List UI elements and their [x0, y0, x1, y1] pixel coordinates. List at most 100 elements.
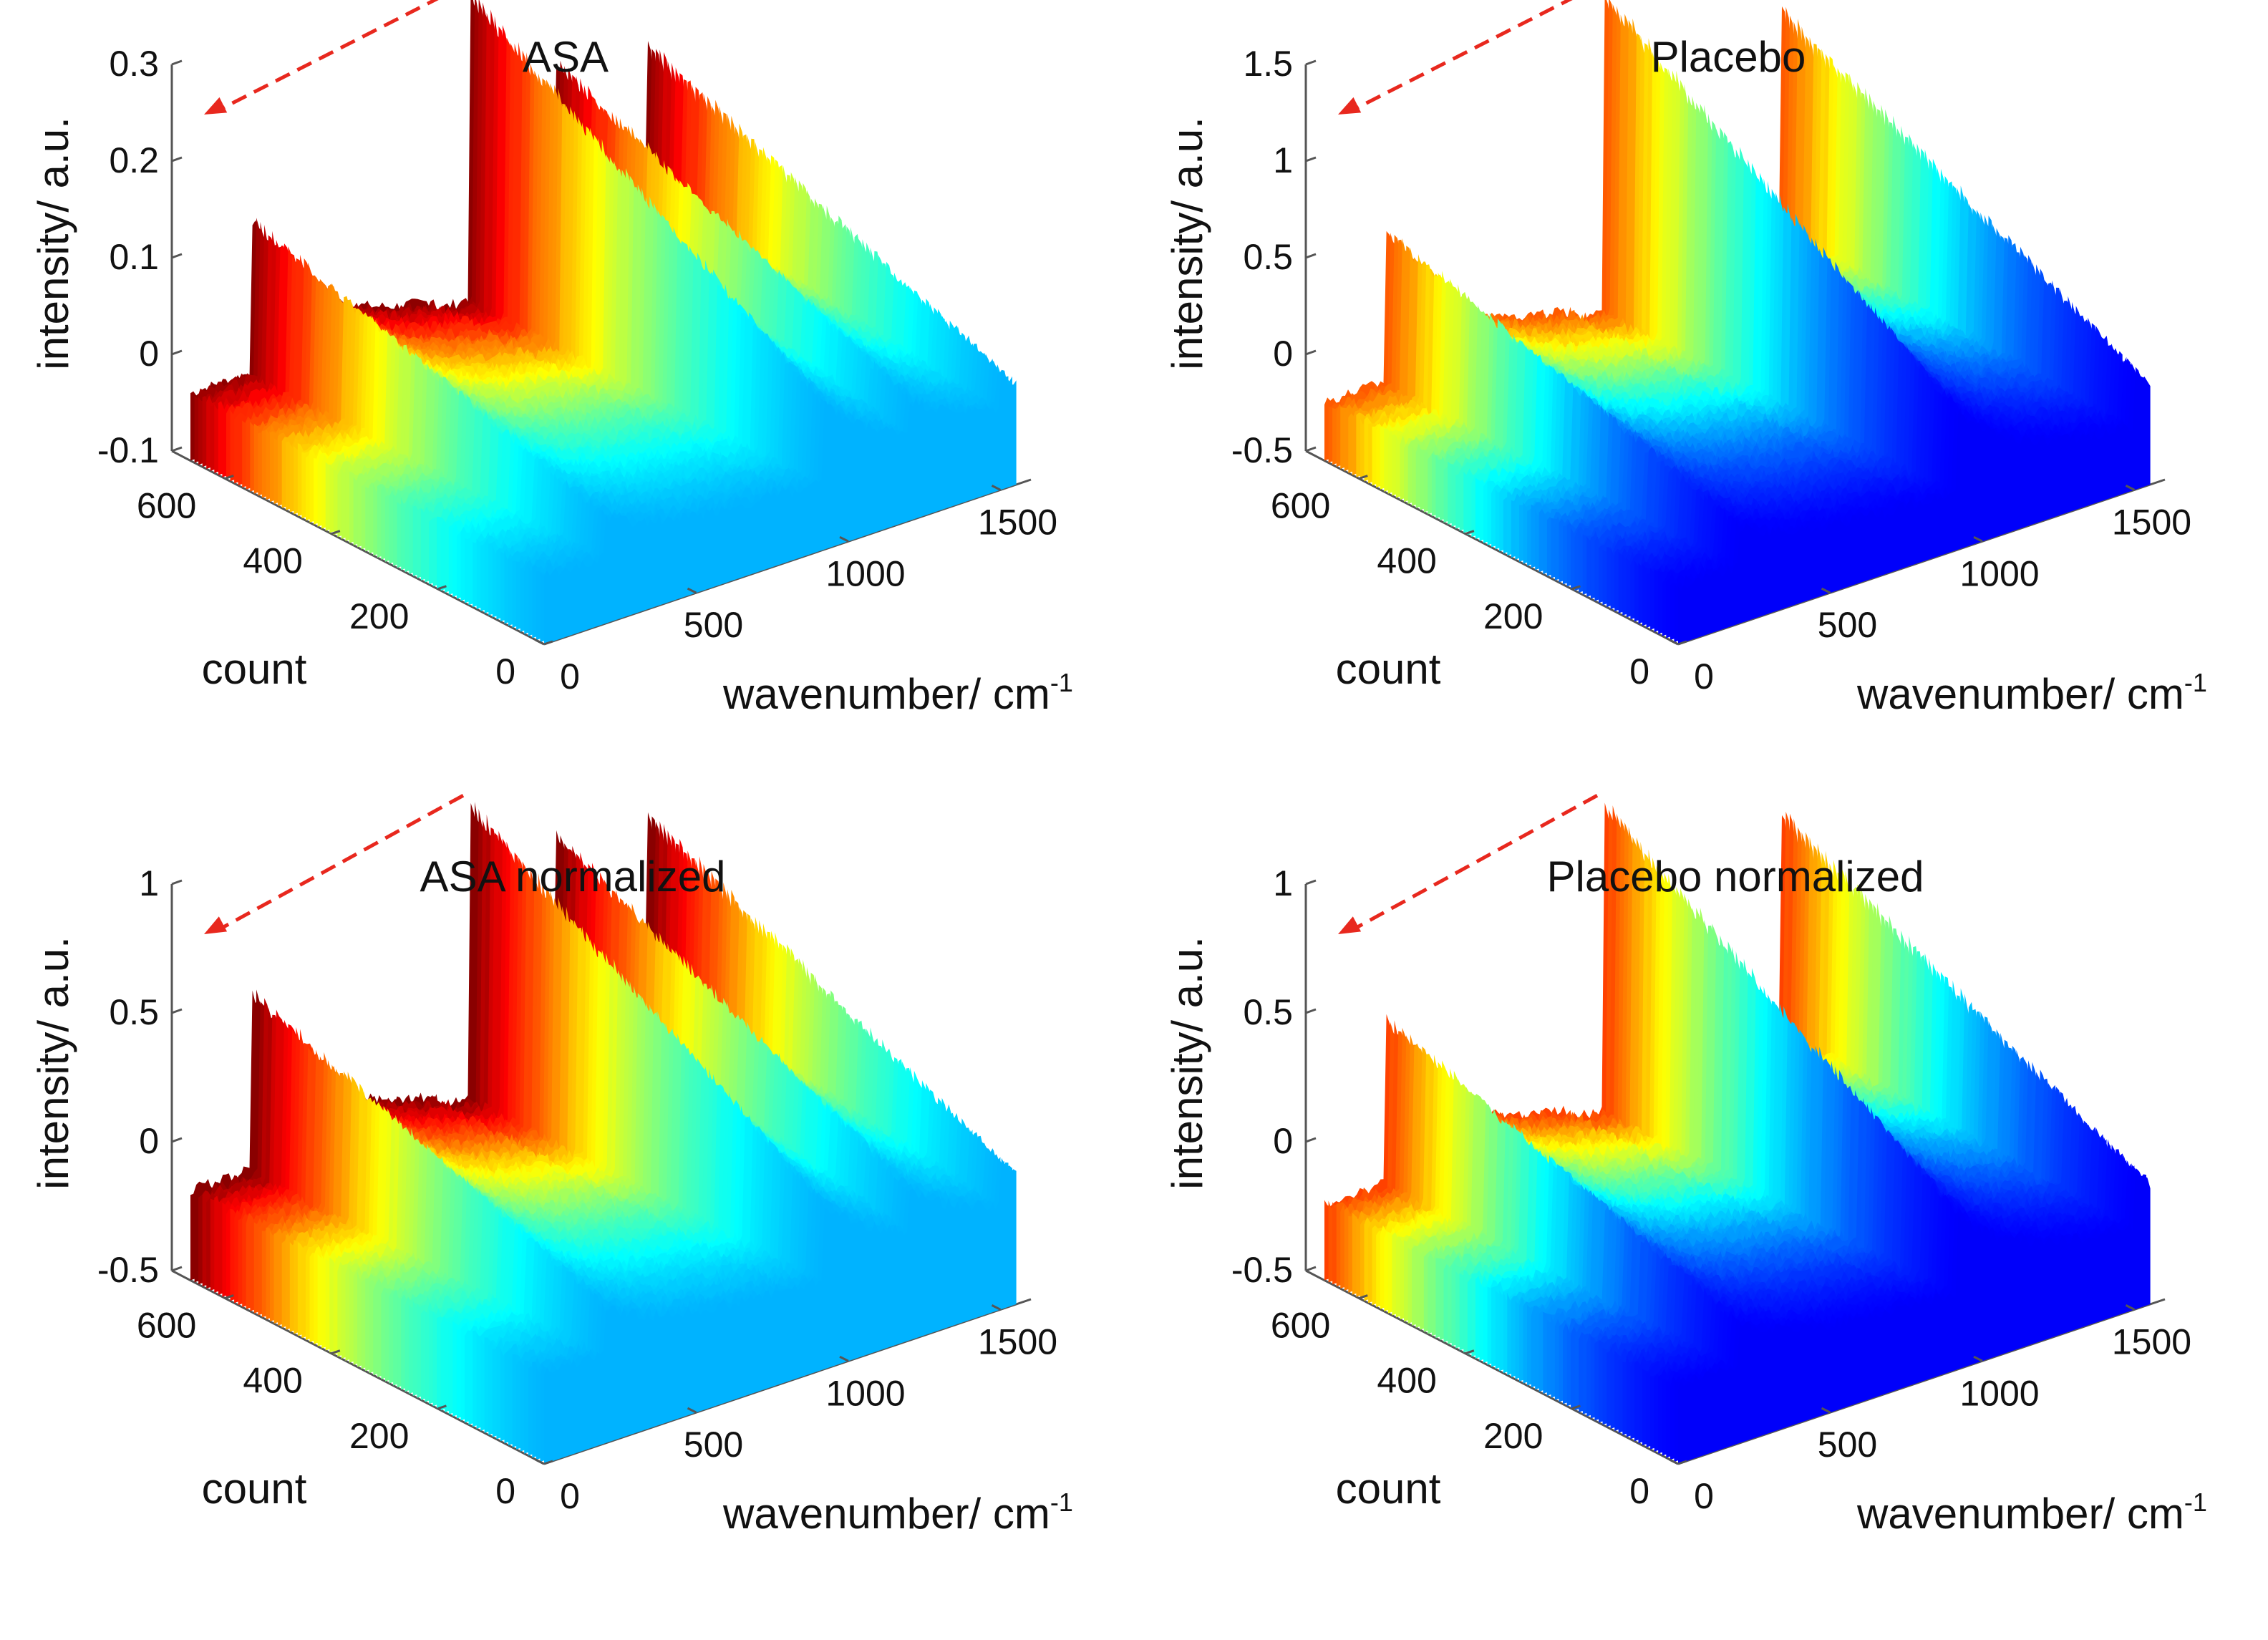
- z-tick-label: 1: [139, 863, 159, 903]
- count-tick-label: 400: [1377, 1361, 1436, 1401]
- z-tick-label: -0.5: [1231, 1250, 1293, 1290]
- panel-asa-normalized: 1 0.5 0 -0.5 0 200 400 600 0 500 1000 1500 ASA norma…: [0, 794, 1134, 1640]
- panel-placebo: 1.5 1 0.5 0 -0.5 0 200 400 600 0 500 1000 1500 Placeb…: [1134, 0, 2268, 820]
- wavenumber-tick-label: 1500: [2112, 502, 2191, 542]
- annotation-arrow: [1338, 0, 1573, 115]
- surface-ribbon: [1678, 1168, 2151, 1464]
- count-tick-mark: [1358, 1294, 1368, 1299]
- chart-title: ASA normalized: [420, 853, 726, 901]
- count-tick-mark: [224, 1294, 234, 1299]
- wavenumber-tick-label: 0: [1694, 1476, 1714, 1516]
- count-tick-mark: [331, 530, 341, 535]
- wavenumber-tick-label: 1000: [1959, 1373, 2039, 1413]
- count-axis-label: count: [202, 1465, 307, 1513]
- panel-asa: 0.3 0.2 0.1 0 -0.1 0 200 400 600 0 500 1000 1500 ASA i…: [0, 0, 1134, 820]
- annotation-arrow: [204, 0, 439, 115]
- count-tick-label: 400: [243, 1361, 302, 1401]
- chart-svg: 0.3 0.2 0.1 0 -0.1 0 200 400 600 0 500 1000 1500 ASA i…: [29, 0, 1073, 718]
- surface: [1324, 802, 2151, 1464]
- surface: [190, 802, 1017, 1464]
- chart-svg: 1 0.5 0 -0.5 0 200 400 600 0 500 1000 1500 Placebo n…: [1163, 794, 2207, 1538]
- z-tick-mark: [171, 1008, 183, 1014]
- z-tick-label: 0.3: [109, 44, 159, 84]
- count-tick-label: 200: [1483, 596, 1543, 636]
- z-tick-mark: [1305, 59, 1317, 66]
- wavenumber-axis-label: wavenumber/ cm-1: [722, 668, 1073, 718]
- wavenumber-tick-label: 1500: [978, 1321, 1057, 1362]
- z-tick-mark: [171, 253, 183, 259]
- count-tick-label: 0: [1629, 651, 1649, 692]
- count-tick-mark: [1465, 1349, 1475, 1355]
- z-tick-label: -0.5: [1231, 430, 1293, 470]
- z-axis-label: intensity/ a.u.: [29, 936, 77, 1190]
- wavenumber-axis-label: wavenumber/ cm-1: [1856, 668, 2207, 718]
- z-tick-label: 0: [1273, 1121, 1293, 1161]
- count-tick-mark: [1677, 640, 1687, 646]
- wavenumber-tick-mark: [535, 639, 545, 646]
- z-tick-mark: [171, 1266, 183, 1272]
- surface: [1324, 0, 2151, 644]
- wavenumber-tick-label: 1500: [2112, 1321, 2191, 1362]
- wavenumber-tick-mark: [839, 535, 849, 543]
- wavenumber-tick-mark: [2125, 1304, 2136, 1311]
- z-axis-label: intensity/ a.u.: [1163, 117, 1211, 370]
- z-tick-mark: [1305, 1266, 1317, 1272]
- count-tick-label: 0: [495, 651, 515, 692]
- z-tick-mark: [171, 59, 183, 66]
- count-tick-mark: [1358, 475, 1368, 480]
- wavenumber-tick-label: 1000: [825, 553, 905, 593]
- count-tick-label: 200: [349, 1416, 409, 1456]
- wavenumber-tick-label: 0: [560, 656, 580, 697]
- z-tick-mark: [1305, 349, 1317, 356]
- count-tick-mark: [1571, 585, 1581, 591]
- count-tick-mark: [331, 1349, 341, 1355]
- count-axis-line: [1305, 450, 1679, 646]
- z-tick-label: 0.5: [1243, 237, 1293, 277]
- count-tick-mark: [543, 640, 553, 646]
- wavenumber-tick-label: 500: [684, 1425, 743, 1465]
- wavenumber-tick-label: 500: [1818, 605, 1877, 645]
- z-tick-label: 1: [1273, 863, 1293, 903]
- wavenumber-tick-mark: [687, 1407, 697, 1414]
- z-axis-label: intensity/ a.u.: [29, 117, 77, 370]
- z-tick-label: 0.2: [109, 140, 159, 180]
- count-tick-label: 0: [1629, 1471, 1649, 1511]
- z-tick-mark: [1305, 446, 1317, 452]
- wavenumber-tick-label: 1000: [825, 1373, 905, 1413]
- wavenumber-tick-mark: [839, 1355, 849, 1362]
- count-tick-label: 400: [243, 541, 302, 581]
- z-tick-label: 0.1: [109, 237, 159, 277]
- wavenumber-tick-label: 500: [684, 605, 743, 645]
- wavenumber-tick-label: 500: [1818, 1425, 1877, 1465]
- annotation-arrow: [1338, 794, 1599, 934]
- wavenumber-tick-label: 1500: [978, 502, 1057, 542]
- z-axis-label: intensity/ a.u.: [1163, 936, 1211, 1190]
- chart-title: Placebo: [1651, 33, 1806, 81]
- count-tick-mark: [1465, 530, 1475, 535]
- z-tick-label: -0.1: [97, 430, 159, 470]
- count-tick-label: 0: [495, 1471, 515, 1511]
- z-tick-label: 0.5: [1243, 992, 1293, 1032]
- wavenumber-tick-mark: [991, 485, 1002, 491]
- count-tick-mark: [224, 475, 234, 480]
- z-tick-mark: [1305, 1137, 1317, 1143]
- z-tick-mark: [171, 349, 183, 356]
- z-tick-mark: [1305, 879, 1317, 885]
- wavenumber-tick-mark: [1821, 587, 1831, 594]
- count-axis-label: count: [1336, 1465, 1441, 1513]
- surface: [190, 0, 1017, 644]
- wavenumber-tick-mark: [1973, 535, 1983, 543]
- z-tick-label: 1.5: [1243, 44, 1293, 84]
- z-tick-mark: [171, 156, 183, 162]
- annotation-arrow: [204, 794, 465, 934]
- z-tick-mark: [171, 446, 183, 452]
- chart-title: Placebo normalized: [1547, 853, 1924, 901]
- count-axis-label: count: [1336, 645, 1441, 693]
- count-tick-mark: [1571, 1404, 1581, 1410]
- count-tick-label: 600: [137, 486, 196, 526]
- wavenumber-tick-mark: [1669, 639, 1679, 646]
- chart-svg: 1.5 1 0.5 0 -0.5 0 200 400 600 0 500 1000 1500 Placeb…: [1163, 0, 2207, 718]
- z-tick-mark: [1305, 1008, 1317, 1014]
- wavenumber-tick-mark: [2125, 485, 2136, 491]
